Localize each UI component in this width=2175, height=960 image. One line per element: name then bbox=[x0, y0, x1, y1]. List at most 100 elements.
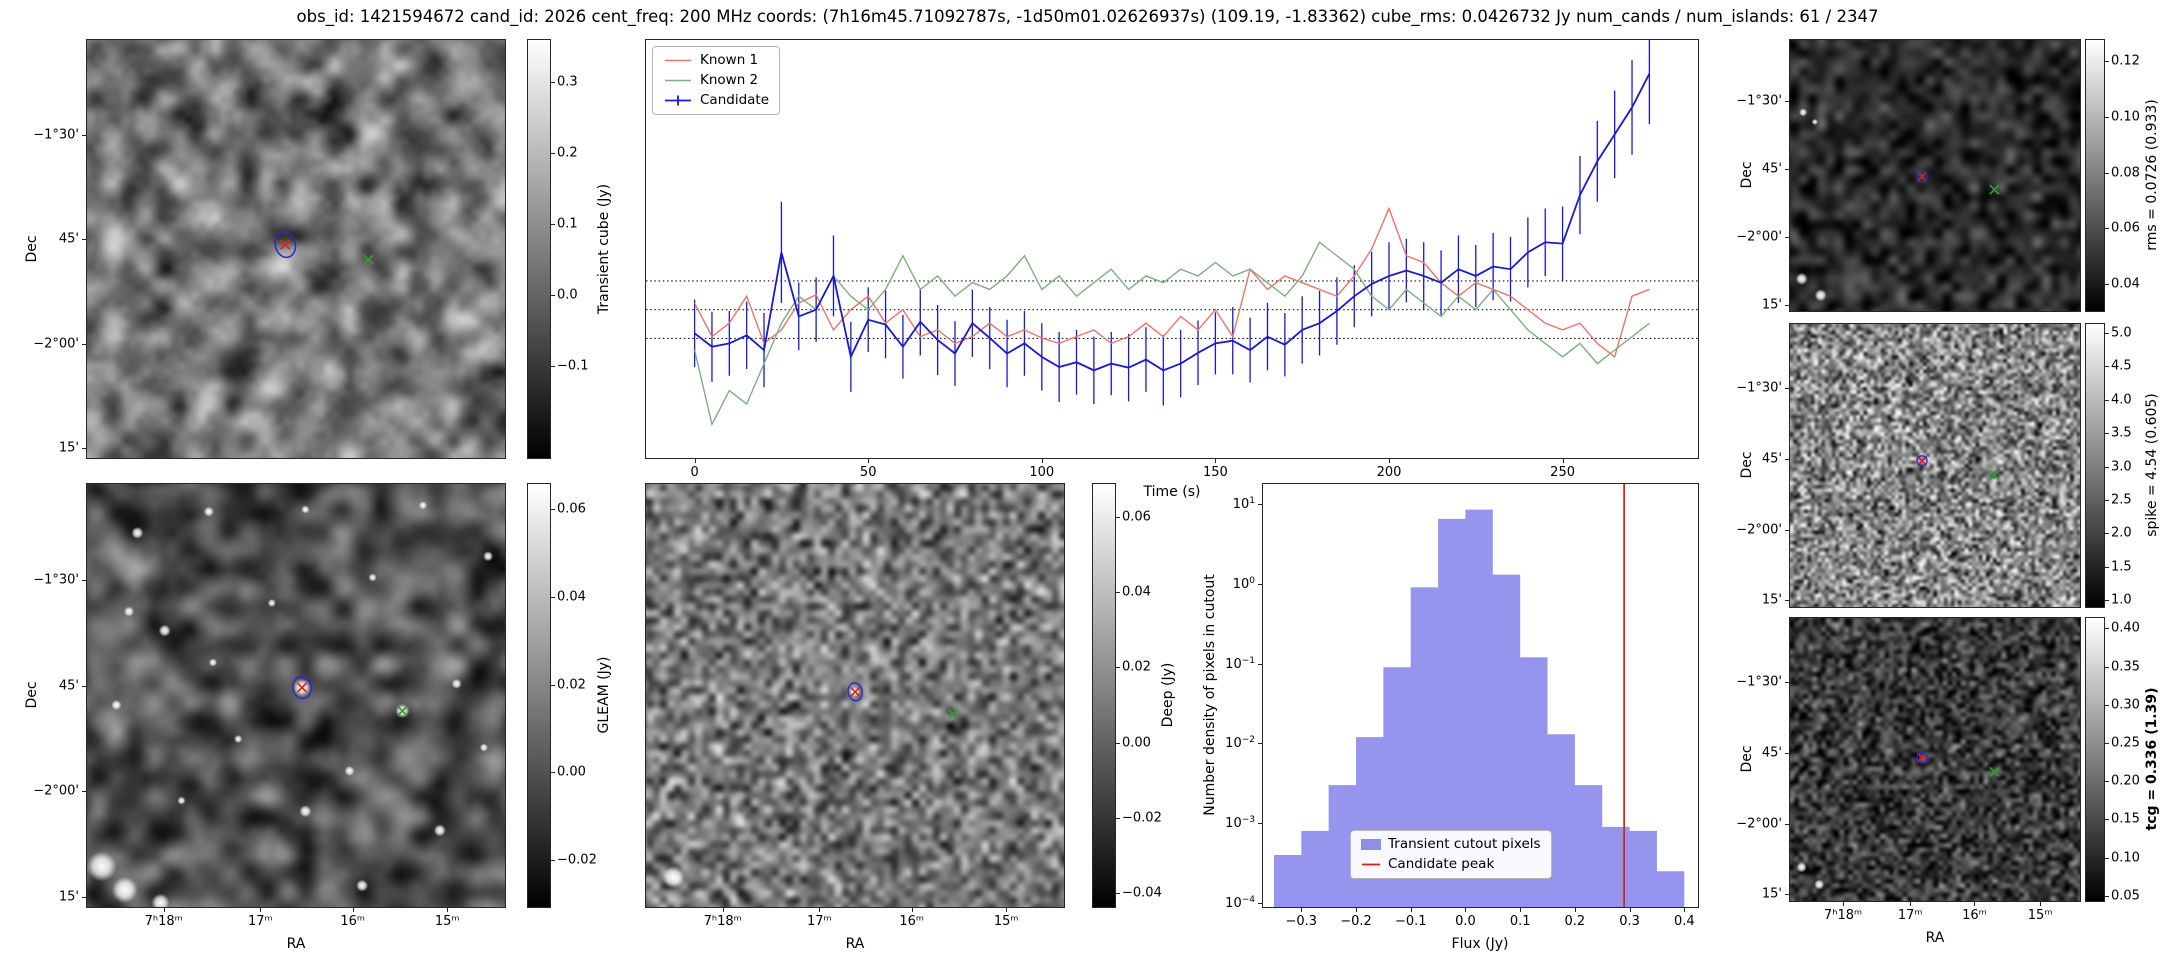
dec-axis-label-transient: Dec bbox=[24, 235, 40, 263]
dec-tick bbox=[1785, 101, 1789, 103]
colorbar-tick bbox=[551, 772, 555, 774]
candidate-contour bbox=[292, 675, 312, 700]
time-tick-label: 200 bbox=[1376, 465, 1402, 480]
colorbar-tick bbox=[2105, 117, 2109, 118]
dec-tick bbox=[82, 791, 86, 793]
ra-tick-label: 16ᵐ bbox=[899, 914, 925, 929]
colorbar-tick-label: −0.1 bbox=[557, 358, 589, 374]
gleam-cutout-panel[interactable] bbox=[86, 483, 506, 908]
ra-tick-label: 15ᵐ bbox=[2027, 908, 2053, 923]
dec-tick bbox=[82, 343, 86, 345]
ra-tick bbox=[2040, 902, 2042, 906]
dec-tick-label: −2°00' bbox=[33, 783, 79, 799]
legend-sample bbox=[665, 79, 691, 82]
known-source-x-marker bbox=[1989, 469, 2000, 481]
spike-cutout-panel[interactable] bbox=[1789, 323, 2081, 608]
flux-histogram-plot[interactable] bbox=[1262, 483, 1699, 908]
flux-tick bbox=[1410, 908, 1412, 912]
legend-row: Known 2 bbox=[663, 72, 769, 89]
dec-tick bbox=[1785, 387, 1789, 389]
ra-axis-label-deep: RA bbox=[845, 936, 865, 952]
dec-tick bbox=[82, 896, 86, 898]
colorbar-tick bbox=[2105, 433, 2109, 435]
legend-label: Transient cutout pixels bbox=[1388, 836, 1541, 852]
dec-tick-label: 15' bbox=[58, 440, 79, 456]
colorbar-tick-label: 0.10 bbox=[2111, 850, 2140, 866]
colorbar-tick-label: 0.10 bbox=[2111, 109, 2140, 125]
colorbar-tick-label: 0.0 bbox=[557, 287, 578, 303]
legend-label: Candidate peak bbox=[1388, 855, 1495, 872]
density-tick bbox=[1258, 743, 1262, 745]
dec-axis-label-tcg: Dec bbox=[1739, 745, 1755, 773]
dec-tick bbox=[82, 134, 86, 136]
dec-tick-label: −2°00' bbox=[1736, 229, 1782, 245]
ra-axis-label-tcg: RA bbox=[1925, 930, 1945, 946]
ra-tick bbox=[447, 908, 449, 912]
known-source-x-marker bbox=[1989, 184, 2000, 195]
rms-cutout-panel[interactable] bbox=[1789, 39, 2081, 312]
ra-tick-label: 7ʰ18ᵐ bbox=[144, 914, 183, 929]
colorbar-tick bbox=[1116, 667, 1120, 669]
colorbar-tick bbox=[551, 224, 555, 226]
colorbar-tick-label: 0.06 bbox=[1122, 509, 1151, 525]
known-source-x-marker bbox=[397, 705, 408, 717]
time-tick bbox=[694, 459, 696, 463]
dec-tick bbox=[1785, 529, 1789, 531]
dec-tick-label: −1°30' bbox=[33, 572, 79, 588]
colorbar-tick bbox=[551, 596, 555, 598]
dec-tick-label: 15' bbox=[1761, 297, 1782, 313]
colorbar-tick-label: 1.0 bbox=[2111, 592, 2132, 608]
gleam-colorbar-label: GLEAM (Jy) bbox=[596, 656, 612, 734]
legend-sample bbox=[1362, 863, 1380, 866]
candidate-contour bbox=[1916, 751, 1928, 764]
series-candidate bbox=[694, 73, 1651, 372]
transient_cube-marker-overlay bbox=[274, 230, 374, 265]
ra-tick bbox=[1974, 902, 1976, 906]
flux-tick bbox=[1684, 908, 1686, 912]
tcg-cutout-panel[interactable] bbox=[1789, 617, 2081, 902]
candidate-errorbars bbox=[693, 23, 1651, 406]
dec-tick-label: −1°30' bbox=[1736, 380, 1782, 396]
deep-cutout-image bbox=[646, 484, 1064, 907]
density-tick-label: 101 bbox=[1232, 495, 1255, 513]
time-tick bbox=[1215, 459, 1217, 463]
colorbar-tick bbox=[2105, 704, 2109, 706]
dec-tick bbox=[82, 239, 86, 241]
ra-tick bbox=[911, 908, 913, 912]
deep-cutout-panel[interactable] bbox=[645, 483, 1065, 908]
flux-tick-label: −0.2 bbox=[1340, 914, 1372, 929]
candidate-contour bbox=[274, 230, 297, 259]
candidate-contour bbox=[1916, 455, 1928, 467]
dec-tick-label: −2°00' bbox=[1736, 522, 1782, 538]
density-tick-label: 10−3 bbox=[1225, 815, 1255, 832]
density-tick-label: 10−2 bbox=[1225, 735, 1255, 752]
colorbar-tick bbox=[2105, 172, 2109, 174]
flux-tick bbox=[1574, 908, 1576, 912]
lightcurve-legend: Known 1 Known 2 Candidate bbox=[652, 46, 781, 115]
density-tick bbox=[1258, 823, 1262, 825]
legend-row: Candidate peak bbox=[1361, 856, 1541, 873]
time-tick bbox=[1562, 459, 1564, 463]
dec-axis-label-gleam: Dec bbox=[24, 681, 40, 709]
colorbar-tick-label: −0.02 bbox=[1122, 810, 1162, 826]
legend-row: Known 1 bbox=[663, 52, 769, 69]
dec-tick-label: −2°00' bbox=[1736, 816, 1782, 832]
rms-cutout-image bbox=[1790, 40, 2080, 311]
flux-tick-label: 0.3 bbox=[1619, 914, 1640, 929]
colorbar-tick bbox=[1116, 742, 1120, 744]
colorbar-tick-label: 0.20 bbox=[2111, 773, 2140, 789]
dec-tick bbox=[82, 447, 86, 449]
colorbar-tick bbox=[2105, 284, 2109, 286]
colorbar-tick bbox=[2105, 366, 2109, 368]
ra-tick-label: 17ᵐ bbox=[1897, 908, 1923, 923]
dec-tick bbox=[1785, 681, 1789, 683]
transient-cube-cutout-panel[interactable] bbox=[86, 39, 506, 459]
lightcurve-plot[interactable] bbox=[645, 23, 1699, 459]
colorbar-tick-label: 0.2 bbox=[557, 145, 578, 161]
colorbar-tick-label: −0.04 bbox=[1122, 885, 1162, 901]
colorbar-tick bbox=[551, 152, 555, 154]
candidate-x-marker bbox=[1916, 455, 1928, 466]
flux-tick bbox=[1301, 908, 1303, 912]
transient-cube-colorbar-label: Transient cube (Jy) bbox=[596, 183, 612, 315]
